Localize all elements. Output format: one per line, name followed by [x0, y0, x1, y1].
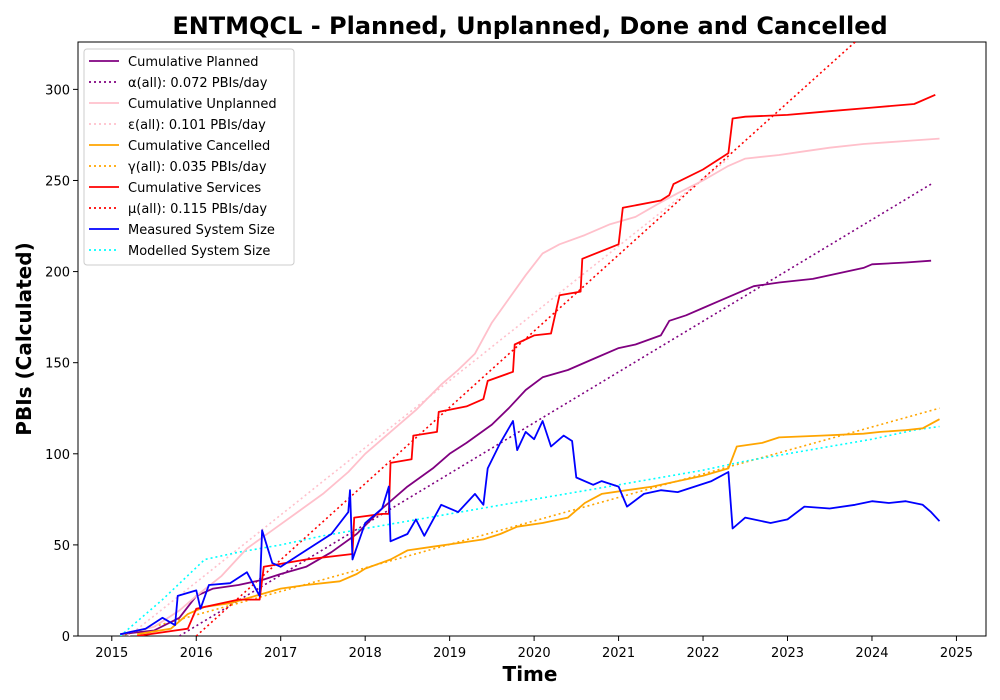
x-tick-label: 2020	[518, 646, 551, 661]
legend-entry-label: Cumulative Unplanned	[128, 97, 277, 112]
x-tick-label: 2018	[349, 646, 382, 661]
x-tick-label: 2015	[95, 646, 128, 661]
x-axis: 2015 2016 2017 2018 2019 2020 2021 2022 2023 2024…	[95, 636, 973, 661]
x-tick-label: 2017	[264, 646, 297, 661]
legend-entry-label: Measured System Size	[128, 223, 275, 238]
legend-entry-label: Modelled System Size	[128, 244, 270, 259]
series-line-measured-system-size	[120, 420, 941, 636]
legend-entry-label: Cumulative Services	[128, 181, 261, 196]
y-tick-label: 250	[45, 174, 70, 189]
series-line-modelled-system-size	[119, 425, 940, 636]
legend-entry-label: γ(all): 0.035 PBIs/day	[128, 160, 267, 175]
y-axis: 0 50 100 150 200 250 300	[45, 83, 78, 645]
y-tick-label: 100	[45, 448, 70, 463]
series-line-all-0-072-pbis-day	[178, 183, 932, 636]
series-layer	[119, 42, 941, 636]
y-tick-label: 0	[62, 630, 70, 645]
series-line-cumulative-services	[136, 93, 936, 636]
y-axis-label: PBIs (Calculated)	[12, 242, 36, 435]
x-axis-label: Time	[503, 662, 558, 686]
legend-box	[83, 48, 295, 266]
x-tick-label: 2024	[855, 646, 888, 661]
series-line-cumulative-unplanned	[120, 137, 940, 636]
legend-entry-label: Cumulative Planned	[128, 55, 258, 70]
x-tick-label: 2019	[433, 646, 466, 661]
plot-frame	[77, 41, 987, 637]
legend-entry-label: ε(all): 0.101 PBIs/day	[128, 118, 266, 133]
x-tick-label: 2016	[180, 646, 213, 661]
x-tick-label: 2022	[686, 646, 719, 661]
series-line-all-0-035-pbis-day	[119, 407, 940, 636]
x-tick-label: 2023	[771, 646, 804, 661]
legend-entry-label: μ(all): 0.115 PBIs/day	[128, 202, 267, 217]
legend-entry-label: Cumulative Cancelled	[128, 139, 270, 154]
x-tick-label: 2021	[602, 646, 635, 661]
y-tick-label: 50	[53, 539, 70, 554]
series-line-cumulative-planned	[120, 259, 932, 636]
y-tick-label: 300	[45, 83, 70, 98]
x-tick-label: 2025	[940, 646, 973, 661]
legend-entry-label: α(all): 0.072 PBIs/day	[128, 76, 268, 91]
chart-title: ENTMQCL - Planned, Unplanned, Done and C…	[172, 12, 887, 40]
y-tick-label: 150	[45, 357, 70, 372]
legend: Cumulative Planned α(all): 0.072 PBIs/day…	[83, 48, 295, 266]
y-tick-label: 200	[45, 266, 70, 281]
series-line-cumulative-cancelled	[136, 418, 940, 636]
